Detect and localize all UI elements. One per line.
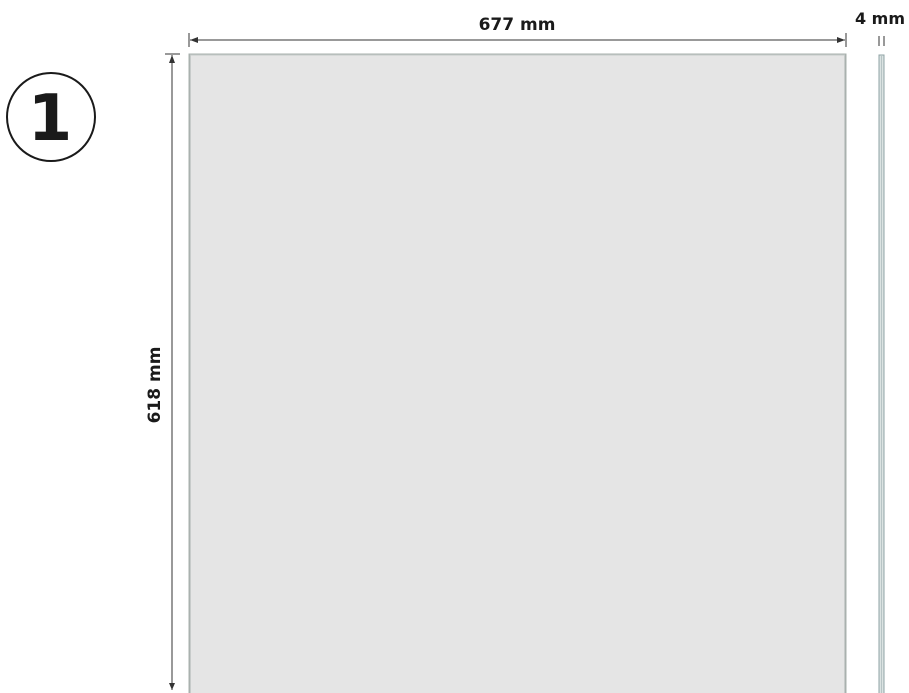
step-badge: 1 bbox=[6, 72, 96, 162]
width-dimension-label: 677 mm bbox=[479, 15, 556, 35]
width-dimension: 677 mm bbox=[188, 15, 847, 47]
height-dimension-bottom-arrow bbox=[169, 683, 175, 690]
height-dimension-label: 618 mm bbox=[145, 347, 165, 424]
thickness-dimension-label: 4 mm bbox=[855, 9, 905, 28]
thickness-dimension: 4 mm bbox=[855, 9, 905, 46]
width-dimension-right-arrow bbox=[837, 37, 845, 43]
panel-front-view bbox=[188, 53, 847, 693]
step-number: 1 bbox=[28, 82, 73, 156]
height-dimension: 618 mm bbox=[145, 53, 180, 690]
width-dimension-left-arrow bbox=[190, 37, 198, 43]
height-dimension-top-arrow bbox=[169, 55, 175, 63]
step-circle bbox=[6, 72, 96, 162]
